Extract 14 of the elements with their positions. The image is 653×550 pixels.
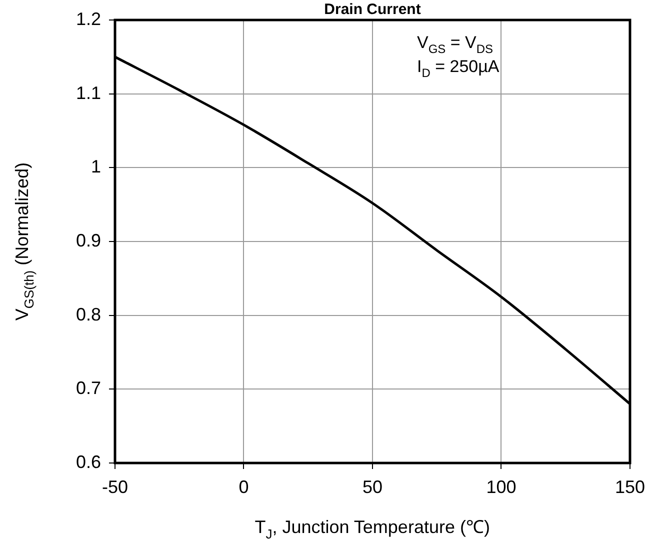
- y-tick-label: 1.2: [76, 8, 101, 29]
- y-tick-label: 1.1: [76, 82, 101, 103]
- x-tick-label: 150: [614, 476, 646, 497]
- y-axis-title: VGS(th) (Normalized): [12, 162, 36, 321]
- x-tick-label: 0: [238, 476, 249, 497]
- x-tick-label: -50: [102, 476, 128, 497]
- chart-title: Drain Current: [324, 1, 421, 18]
- y-tick-label: 0.6: [76, 452, 101, 472]
- x-tick-label: 100: [486, 476, 516, 497]
- y-tick-label: 1: [90, 156, 101, 177]
- y-tick-label: 0.8: [76, 304, 101, 324]
- y-tick-label: 0.9: [76, 230, 101, 250]
- y-tick-label: 0.7: [76, 378, 101, 398]
- x-tick-label: 50: [362, 476, 383, 497]
